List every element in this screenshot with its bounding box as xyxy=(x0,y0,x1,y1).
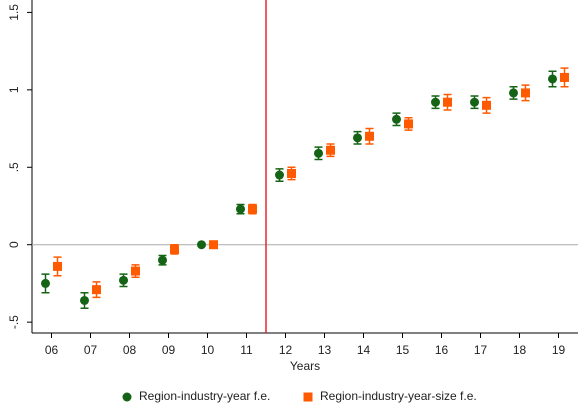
legend-marker xyxy=(303,392,313,402)
x-tick-label: 17 xyxy=(474,343,488,357)
x-tick-label: 07 xyxy=(84,343,98,357)
point xyxy=(509,88,518,98)
x-tick-label: 14 xyxy=(357,343,371,357)
point xyxy=(560,72,569,82)
point xyxy=(482,100,491,110)
y-tick-label: 0 xyxy=(7,241,21,248)
point xyxy=(353,133,362,143)
y-tick-label: .5 xyxy=(7,162,21,172)
point xyxy=(548,74,557,84)
x-axis-label: Years xyxy=(290,359,320,373)
point xyxy=(170,244,179,254)
x-tick-label: 11 xyxy=(240,343,253,357)
point xyxy=(248,204,257,214)
point xyxy=(92,285,101,295)
y-tick-label: 1 xyxy=(7,86,21,93)
legend-marker xyxy=(122,392,132,402)
x-tick-label: 16 xyxy=(435,343,449,357)
point xyxy=(131,266,140,276)
point xyxy=(209,240,218,250)
y-tick-label: 1.5 xyxy=(7,4,21,21)
point xyxy=(275,170,284,180)
x-tick-label: 10 xyxy=(201,343,215,357)
x-tick-label: 19 xyxy=(552,343,566,357)
point xyxy=(470,97,479,107)
x-tick-label: 06 xyxy=(45,343,59,357)
point xyxy=(158,255,167,265)
x-tick-label: 13 xyxy=(318,343,332,357)
point xyxy=(197,240,206,250)
point xyxy=(314,148,323,158)
x-tick-label: 09 xyxy=(162,343,176,357)
point xyxy=(431,97,440,107)
point xyxy=(326,145,335,155)
point xyxy=(521,88,530,98)
x-tick-label: 15 xyxy=(396,343,410,357)
y-tick-label: -.5 xyxy=(7,315,21,329)
legend-label: Region-industry-year-size f.e. xyxy=(320,389,477,403)
point xyxy=(80,295,89,305)
point xyxy=(392,114,401,124)
point xyxy=(404,119,413,129)
x-tick-label: 12 xyxy=(279,343,293,357)
point xyxy=(365,131,374,141)
x-tick-label: 08 xyxy=(123,343,137,357)
point xyxy=(443,97,452,107)
point xyxy=(119,275,128,285)
legend-label: Region-industry-year f.e. xyxy=(139,389,270,403)
point xyxy=(53,261,62,271)
x-tick-label: 18 xyxy=(513,343,527,357)
point xyxy=(236,204,245,214)
point xyxy=(41,278,50,288)
point xyxy=(287,168,296,178)
